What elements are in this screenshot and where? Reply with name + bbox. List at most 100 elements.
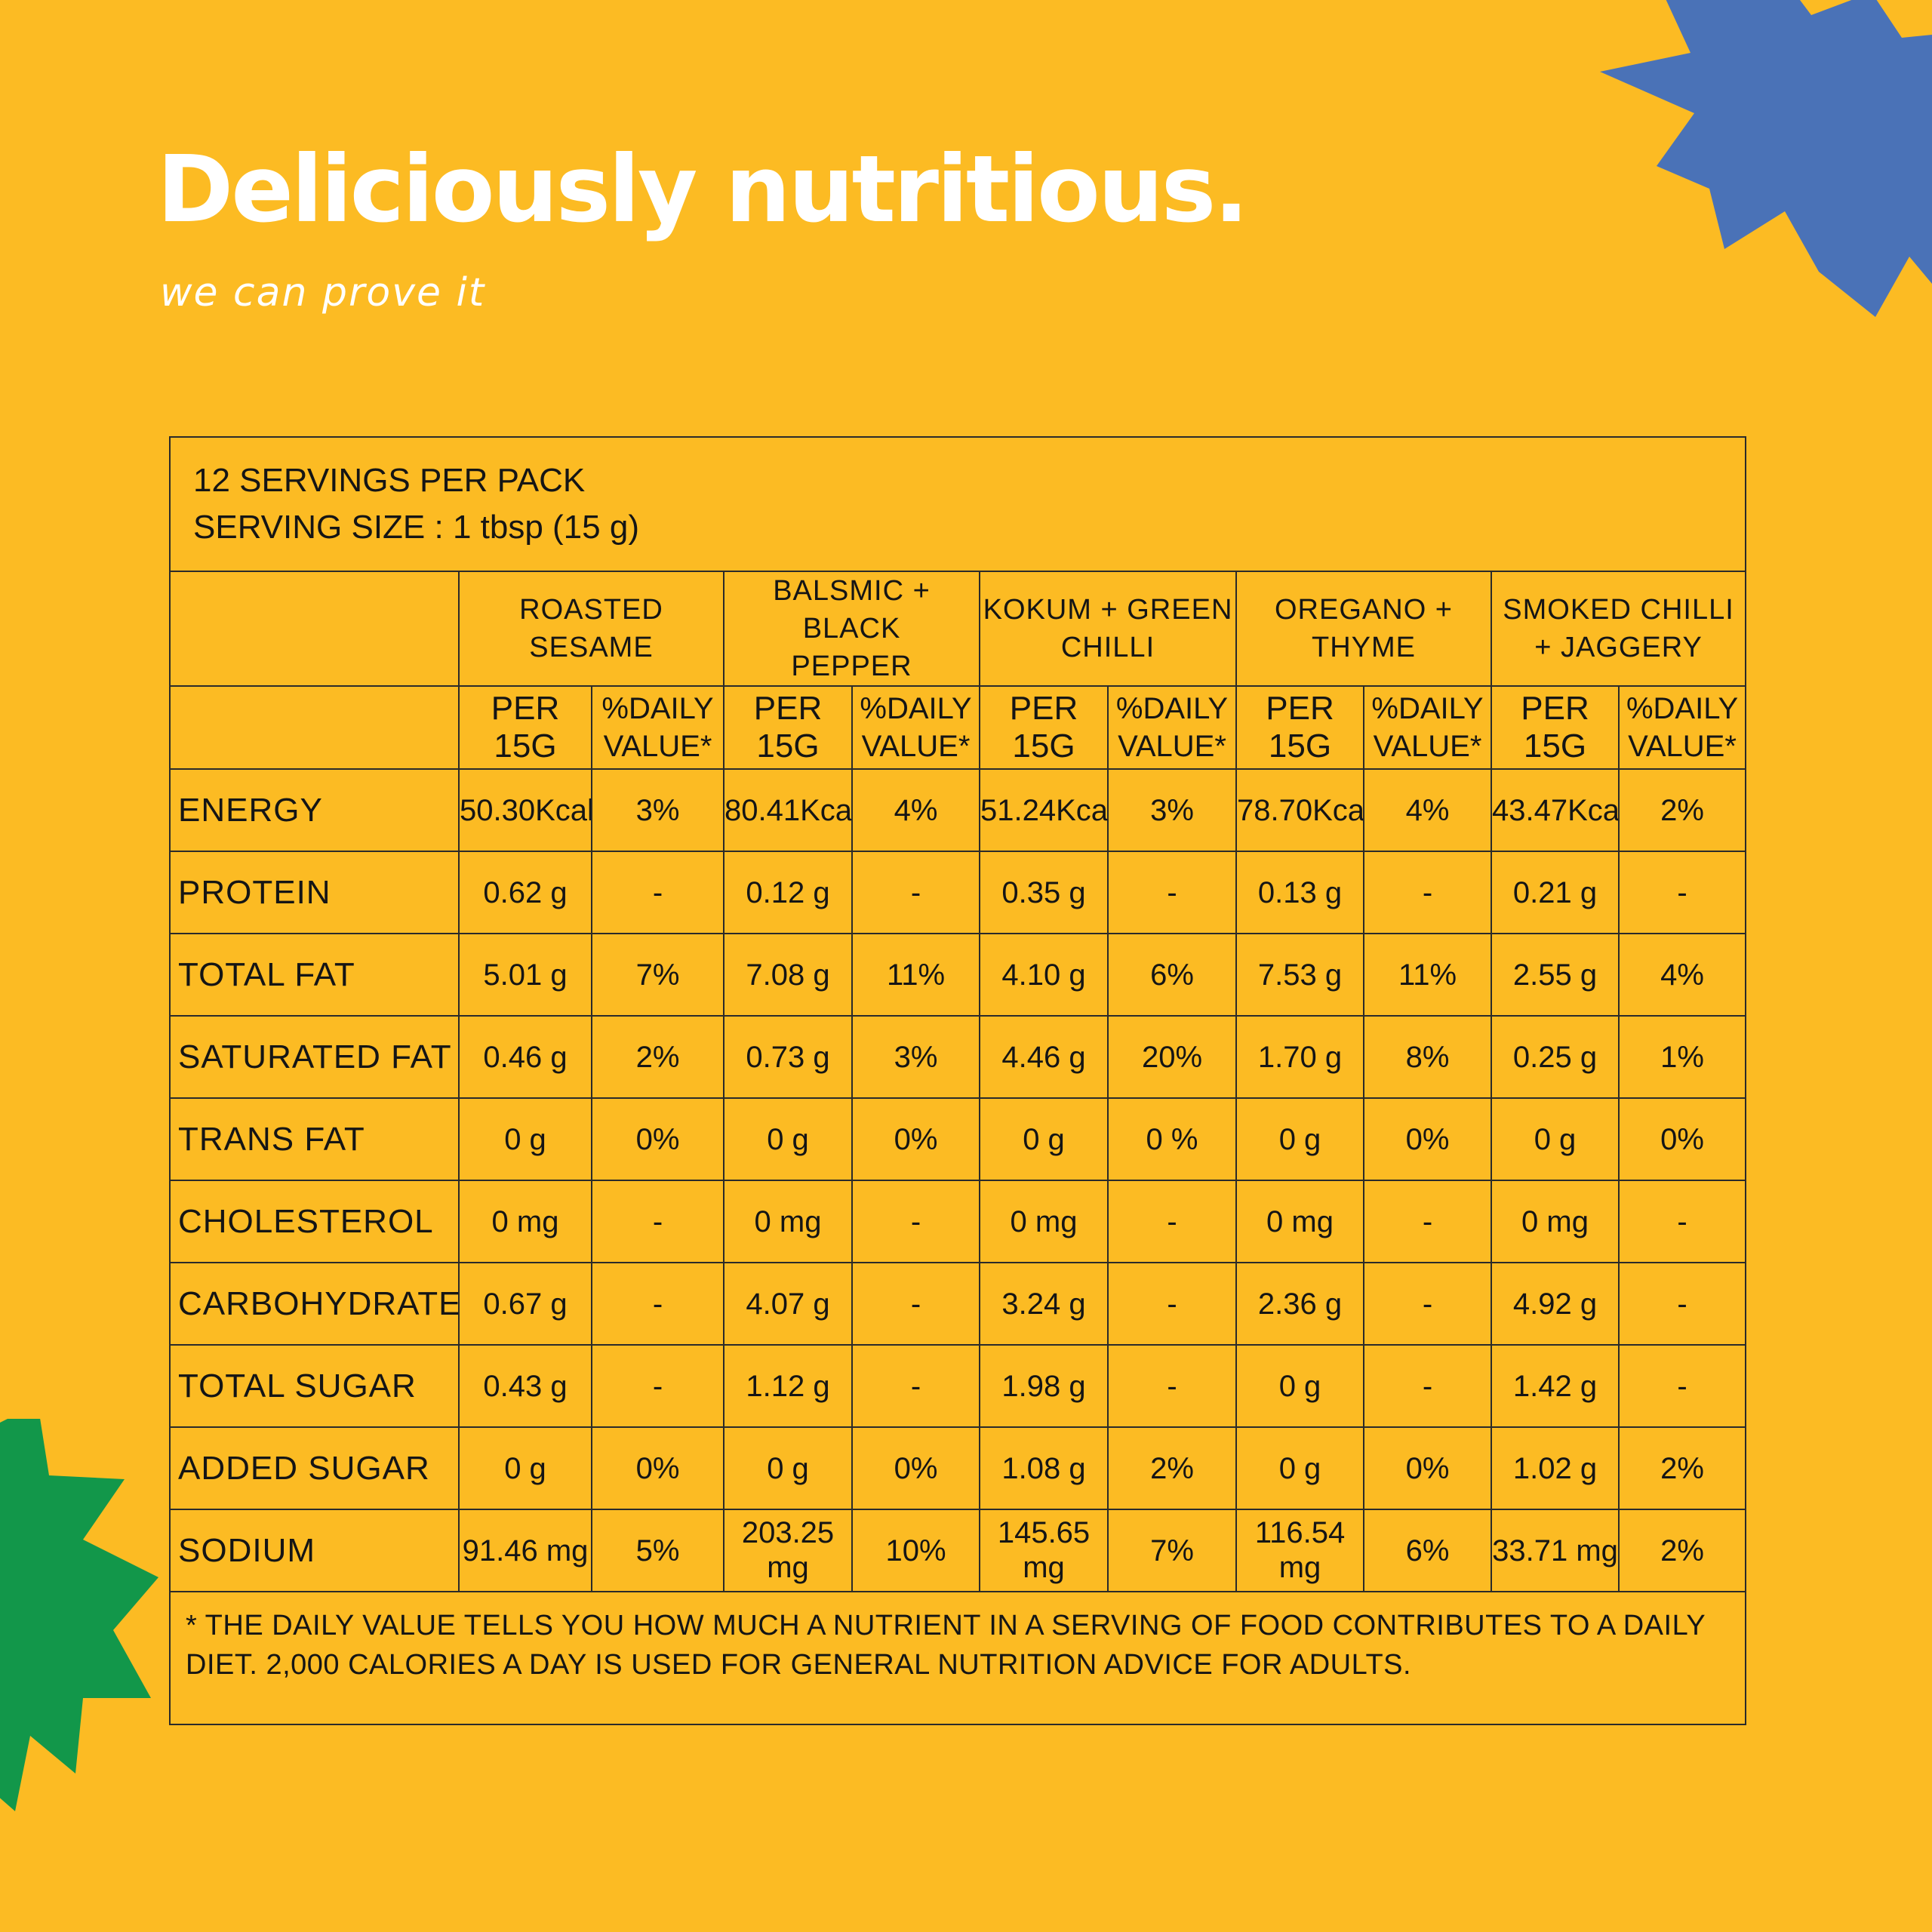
per-serving-text: 7.53 g (1257, 958, 1343, 992)
daily-value-percent: - (1363, 1344, 1492, 1428)
daily-value-percent: - (591, 851, 724, 934)
daily-value-percent: - (1617, 1180, 1747, 1263)
nutrient-row: TOTAL FAT 5.01 g 7% 7.08 g 11% 4.10 g 6% 7.53 g… (169, 933, 1747, 1017)
daily-value-percent: 20% (1107, 1015, 1237, 1099)
daily-value-percent: 0% (1617, 1097, 1747, 1181)
nutrient-row: PROTEIN 0.62 g -0.12 g -0.35 g -0.13 g -0.21 … (169, 851, 1747, 934)
per-serving-value: 7.08 g (723, 933, 853, 1017)
per-serving-text: 2.55 g (1512, 958, 1598, 992)
per-serving-text: 1.08 g (1001, 1451, 1086, 1485)
sub-header-row: PER 15G %DAILY VALUE* PER 15G %DAILY VALUE* PE… (169, 685, 1747, 770)
per-serving-value: 91.46 mg (458, 1509, 592, 1592)
daily-value-percent: 6% (1363, 1509, 1492, 1592)
per-serving-value: 3.24 g (979, 1262, 1109, 1346)
daily-value-percent: - (1617, 1344, 1747, 1428)
per-serving-header: PER 15G (979, 685, 1109, 770)
per-serving-text: 3.24 g (1001, 1287, 1086, 1321)
per-serving-text: 4.07 g (746, 1287, 830, 1321)
per-serving-value: 0 mg (1491, 1180, 1620, 1263)
per-serving-text: 0.12 g (746, 875, 830, 909)
daily-value-percent: - (591, 1262, 724, 1346)
daily-value-header: %DAILY VALUE* (1107, 685, 1237, 770)
nutrient-label: TOTAL FAT (169, 933, 460, 1017)
daily-value-percent: - (1617, 851, 1747, 934)
nutrient-row: TRANS FAT 0 g 0% 0 g 0% 0 g 0 % 0 g 0% 0 g 0% (169, 1097, 1747, 1181)
daily-value-header: %DAILY VALUE* (851, 685, 980, 770)
per-serving-text: 50.30Kcal (460, 793, 592, 827)
daily-value-percent: 5% (591, 1509, 724, 1592)
per-serving-text: 91.46 mg (462, 1534, 589, 1567)
page-title: Deliciously nutritious. (157, 136, 1249, 243)
per-serving-text: 0.46 g (483, 1040, 568, 1074)
daily-value-header-line: VALUE* (1373, 730, 1482, 763)
nutrient-label: SATURATED FAT (169, 1015, 460, 1099)
nutrient-label: SODIUM (169, 1509, 460, 1592)
per-serving-text: 7.08 g (746, 958, 830, 992)
daily-value-percent: 2% (1617, 768, 1747, 852)
daily-value-percent: 0% (591, 1426, 724, 1510)
per-serving-value: 0 g (979, 1097, 1109, 1181)
daily-value-header-line: VALUE* (1118, 730, 1226, 763)
per-serving-text: 5.01 g (483, 958, 568, 992)
per-serving-header: PER 15G (458, 685, 592, 770)
per-serving-text: 0 g (767, 1122, 809, 1156)
per-serving-text: 1.42 g (1512, 1369, 1598, 1403)
flavor-name-line: KOKUM + GREEN (983, 594, 1233, 626)
nutrient-label: TOTAL SUGAR (169, 1344, 460, 1428)
flavor-name-line: THYME (1312, 632, 1416, 663)
daily-value-percent: 11% (851, 933, 980, 1017)
daily-value-percent: 2% (591, 1015, 724, 1099)
green-starburst-shape (0, 1419, 158, 1811)
per-serving-text: 0 g (1023, 1122, 1065, 1156)
daily-value-percent: - (591, 1180, 724, 1263)
per-serving-text: 0.43 g (483, 1369, 568, 1403)
per-serving-value: 0.12 g (723, 851, 853, 934)
per-serving-text: 1.98 g (1001, 1369, 1086, 1403)
daily-value-percent: 4% (1617, 933, 1747, 1017)
per-serving-text: 1.12 g (746, 1369, 830, 1403)
per-serving-value: 0.13 g (1235, 851, 1364, 934)
per-serving-text: 145.65 mg (997, 1516, 1091, 1584)
footnote: * THE DAILY VALUE TELLS YOU HOW MUCH A N… (168, 1591, 1747, 1725)
daily-value-percent: 2% (1617, 1426, 1747, 1510)
flavor-header-row: ROASTED SESAME BALSMIC + BLACK PEPPER KOKUM… (169, 571, 1747, 687)
per-serving-value: 0 g (458, 1097, 592, 1181)
daily-value-percent: 8% (1363, 1015, 1492, 1099)
daily-value-percent: 0% (851, 1097, 980, 1181)
per-serving-text: 0 mg (491, 1204, 559, 1238)
per-serving-value: 51.24Kcal (979, 768, 1109, 852)
per-serving-value: 0 g (458, 1426, 592, 1510)
daily-value-percent: 2% (1617, 1509, 1747, 1592)
daily-value-percent: - (591, 1344, 724, 1428)
per-serving-text: 0.25 g (1512, 1040, 1598, 1074)
daily-value-percent: - (1363, 1262, 1492, 1346)
per-serving-text: 80.41Kcal (724, 793, 852, 827)
per-serving-text: 0 g (1278, 1451, 1321, 1485)
per-serving-text: 0.67 g (483, 1287, 568, 1321)
daily-value-percent: - (1363, 851, 1492, 934)
per-serving-value: 0.25 g (1491, 1015, 1620, 1099)
flavor-header: KOKUM + GREEN CHILLI (979, 571, 1237, 687)
daily-value-percent: - (1107, 851, 1237, 934)
per-serving-text: 0 g (767, 1451, 809, 1485)
per-serving-value: 33.71 mg (1491, 1509, 1620, 1592)
daily-value-header-line: %DAILY (1115, 692, 1229, 725)
per-serving-value: 7.53 g (1235, 933, 1364, 1017)
per-serving-text: 78.70Kcal (1237, 793, 1364, 827)
per-serving-value: 4.46 g (979, 1015, 1109, 1099)
daily-value-percent: 2% (1107, 1426, 1237, 1510)
daily-value-header-line: VALUE* (861, 730, 971, 763)
nutrient-row: ENERGY 50.30Kcal 3% 80.41Kcal 4% 51.24Kcal 3% 7… (169, 768, 1747, 852)
empty-header-cell (169, 571, 460, 687)
daily-value-percent: 6% (1107, 933, 1237, 1017)
per-serving-value: 0 g (1235, 1097, 1364, 1181)
flavor-name-line: OREGANO + (1275, 594, 1453, 626)
daily-value-percent: - (851, 1344, 980, 1428)
daily-value-header-line: VALUE* (1628, 730, 1737, 763)
per-serving-text: 0.73 g (746, 1040, 830, 1074)
per-serving-value: 0.62 g (458, 851, 592, 934)
flavor-header: SMOKED CHILLI + JAGGERY (1490, 571, 1747, 687)
daily-value-header: %DAILY VALUE* (1617, 685, 1747, 770)
flavor-name-line: CHILLI (1060, 632, 1155, 663)
daily-value-percent: 0% (591, 1097, 724, 1181)
